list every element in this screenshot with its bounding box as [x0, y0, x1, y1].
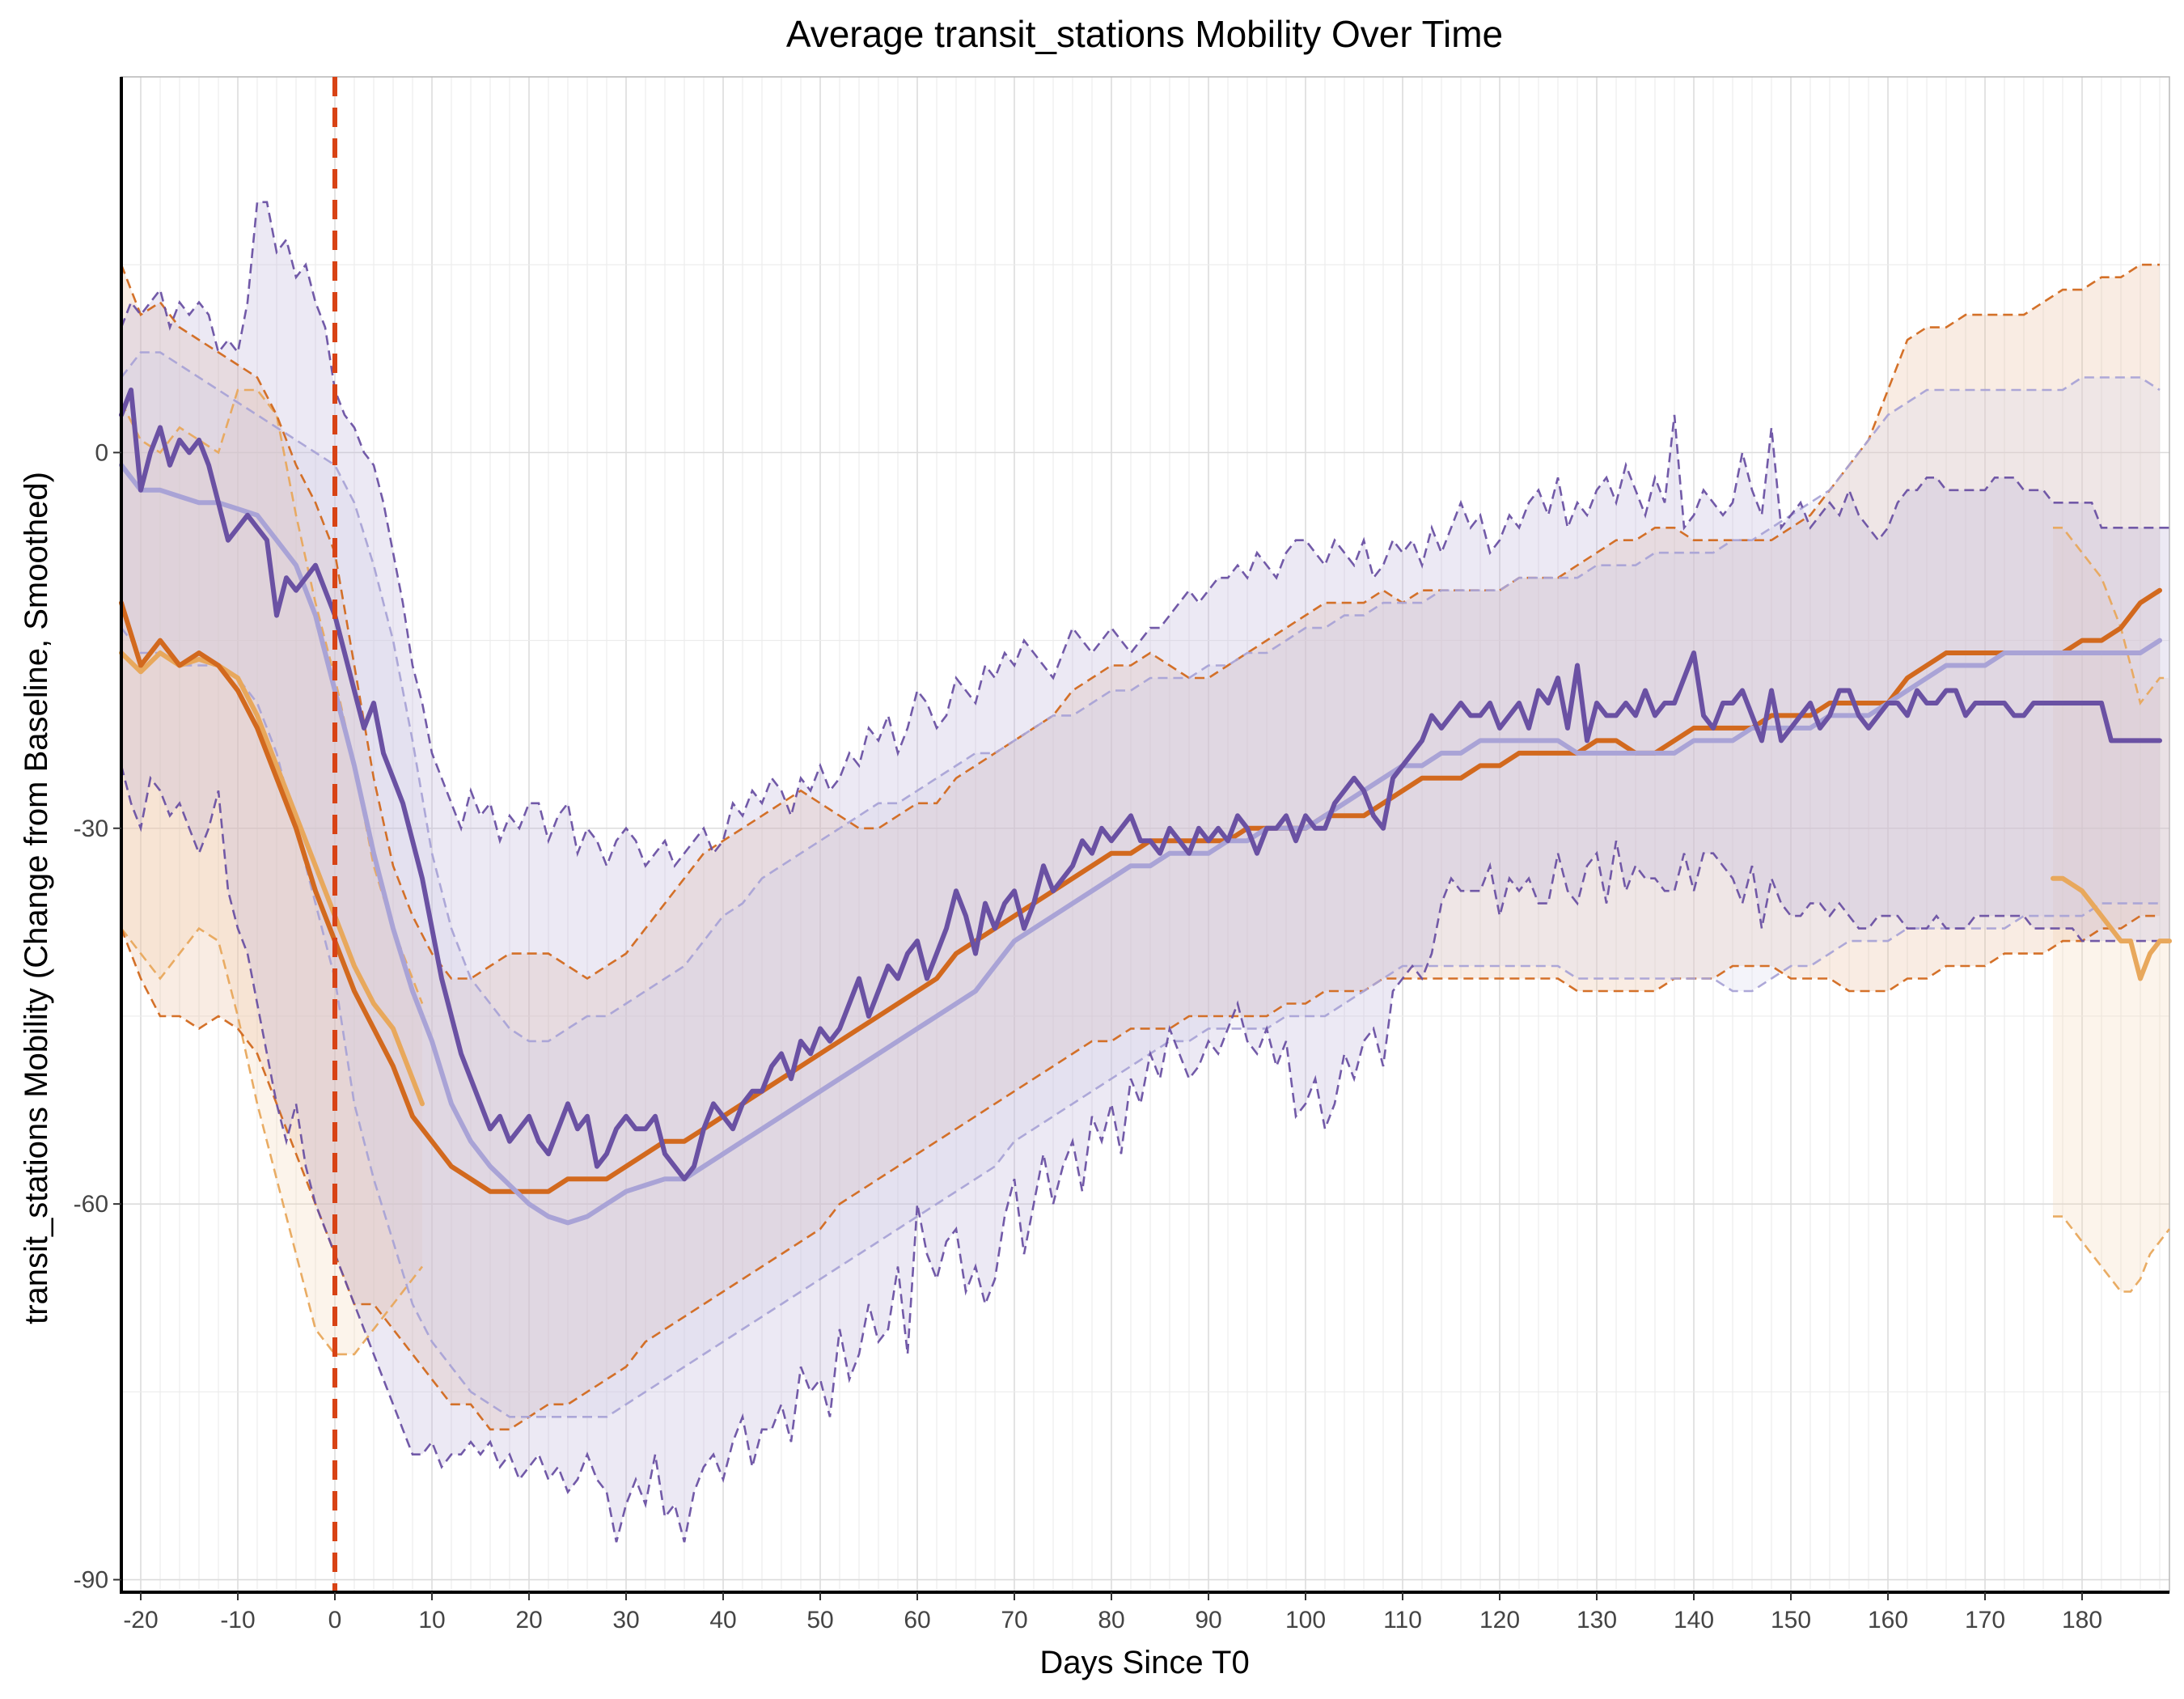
x-tick-label: 80 — [1098, 1607, 1124, 1633]
y-tick-label: -60 — [74, 1191, 108, 1218]
x-tick-label: 40 — [709, 1607, 736, 1633]
upper-bound-series-1 — [2053, 526, 2169, 705]
x-tick-label: 20 — [515, 1607, 542, 1633]
x-tick-label: 180 — [2062, 1607, 2102, 1633]
x-tick-label: 140 — [1674, 1607, 1714, 1633]
x-tick-label: 70 — [1001, 1607, 1027, 1633]
y-tick-label: -90 — [74, 1567, 108, 1594]
mean-line-series-1 — [2051, 875, 2172, 981]
y-tick-label: 0 — [95, 439, 108, 466]
x-tick-label: 50 — [806, 1607, 833, 1633]
x-tick-label: 30 — [612, 1607, 639, 1633]
x-tick-label: -20 — [123, 1607, 158, 1633]
x-tick-label: 160 — [1868, 1607, 1908, 1633]
x-tick-label: 100 — [1285, 1607, 1326, 1633]
band-series-0 — [121, 390, 422, 1354]
x-tick-label: 60 — [904, 1607, 930, 1633]
lower-bound-series-2 — [120, 914, 2160, 1431]
mean-lines — [119, 388, 2172, 1226]
x-tick-label: 0 — [328, 1607, 342, 1633]
axes: -20 -10 0 10 20 30 40 50 60 70 80 90 100 110 120 130 140… — [74, 77, 2169, 1633]
x-tick-label: 90 — [1195, 1607, 1221, 1633]
x-tick-label: 130 — [1577, 1607, 1617, 1633]
y-tick-label: -30 — [74, 816, 108, 842]
lower-bound-series-0 — [120, 926, 424, 1356]
chart-title: Average transit_stations Mobility Over T… — [786, 13, 1503, 55]
x-tick-label: 150 — [1771, 1607, 1811, 1633]
x-tick-label: 120 — [1479, 1607, 1520, 1633]
mean-line-series-2 — [119, 587, 2162, 1194]
x-tick-label: 170 — [1965, 1607, 2005, 1633]
band-series-3 — [121, 352, 2160, 1417]
y-axis-title: transit_stations Mobility (Change from B… — [19, 472, 54, 1324]
x-axis-title: Days Since T0 — [1039, 1645, 1249, 1680]
x-tick-label: 10 — [418, 1607, 445, 1633]
upper-bound-series-3 — [120, 351, 2161, 1043]
lower-bound-series-3 — [120, 627, 2160, 1418]
band-series-1 — [2053, 527, 2169, 1292]
upper-bound-series-4 — [120, 201, 2169, 869]
band-boundaries — [120, 201, 2171, 1543]
lower-bound-series-4 — [120, 765, 2169, 1543]
x-tick-label: 110 — [1383, 1607, 1422, 1633]
lower-bound-series-1 — [2053, 1215, 2171, 1293]
mean-line-series-4 — [119, 388, 2162, 1182]
mean-line-series-0 — [119, 650, 425, 1107]
upper-bound-series-2 — [120, 263, 2160, 981]
x-tick-label: -10 — [220, 1607, 255, 1633]
band-series-4 — [121, 201, 2169, 1543]
